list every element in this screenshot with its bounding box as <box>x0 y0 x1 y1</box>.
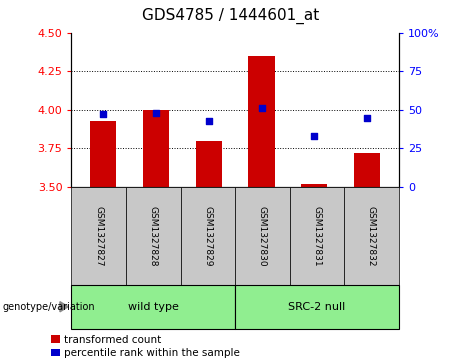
Text: GSM1327831: GSM1327831 <box>313 205 321 266</box>
Bar <box>143 110 169 187</box>
Text: SRC-2 null: SRC-2 null <box>288 302 346 312</box>
Point <box>100 111 107 117</box>
Text: GSM1327829: GSM1327829 <box>203 206 213 266</box>
Text: GSM1327830: GSM1327830 <box>258 205 267 266</box>
Bar <box>195 141 222 187</box>
Bar <box>248 56 275 187</box>
Point <box>258 105 265 111</box>
Point <box>363 115 371 121</box>
Point <box>311 133 318 139</box>
Text: genotype/variation: genotype/variation <box>2 302 95 312</box>
Legend: transformed count, percentile rank within the sample: transformed count, percentile rank withi… <box>51 335 240 358</box>
Point <box>152 110 160 116</box>
Bar <box>354 153 380 187</box>
Text: wild type: wild type <box>128 302 179 312</box>
Bar <box>301 184 327 187</box>
Text: GSM1327827: GSM1327827 <box>94 206 103 266</box>
Point <box>205 118 213 123</box>
Text: GDS4785 / 1444601_at: GDS4785 / 1444601_at <box>142 8 319 24</box>
Text: GSM1327832: GSM1327832 <box>367 206 376 266</box>
Text: GSM1327828: GSM1327828 <box>149 206 158 266</box>
Bar <box>90 121 116 187</box>
